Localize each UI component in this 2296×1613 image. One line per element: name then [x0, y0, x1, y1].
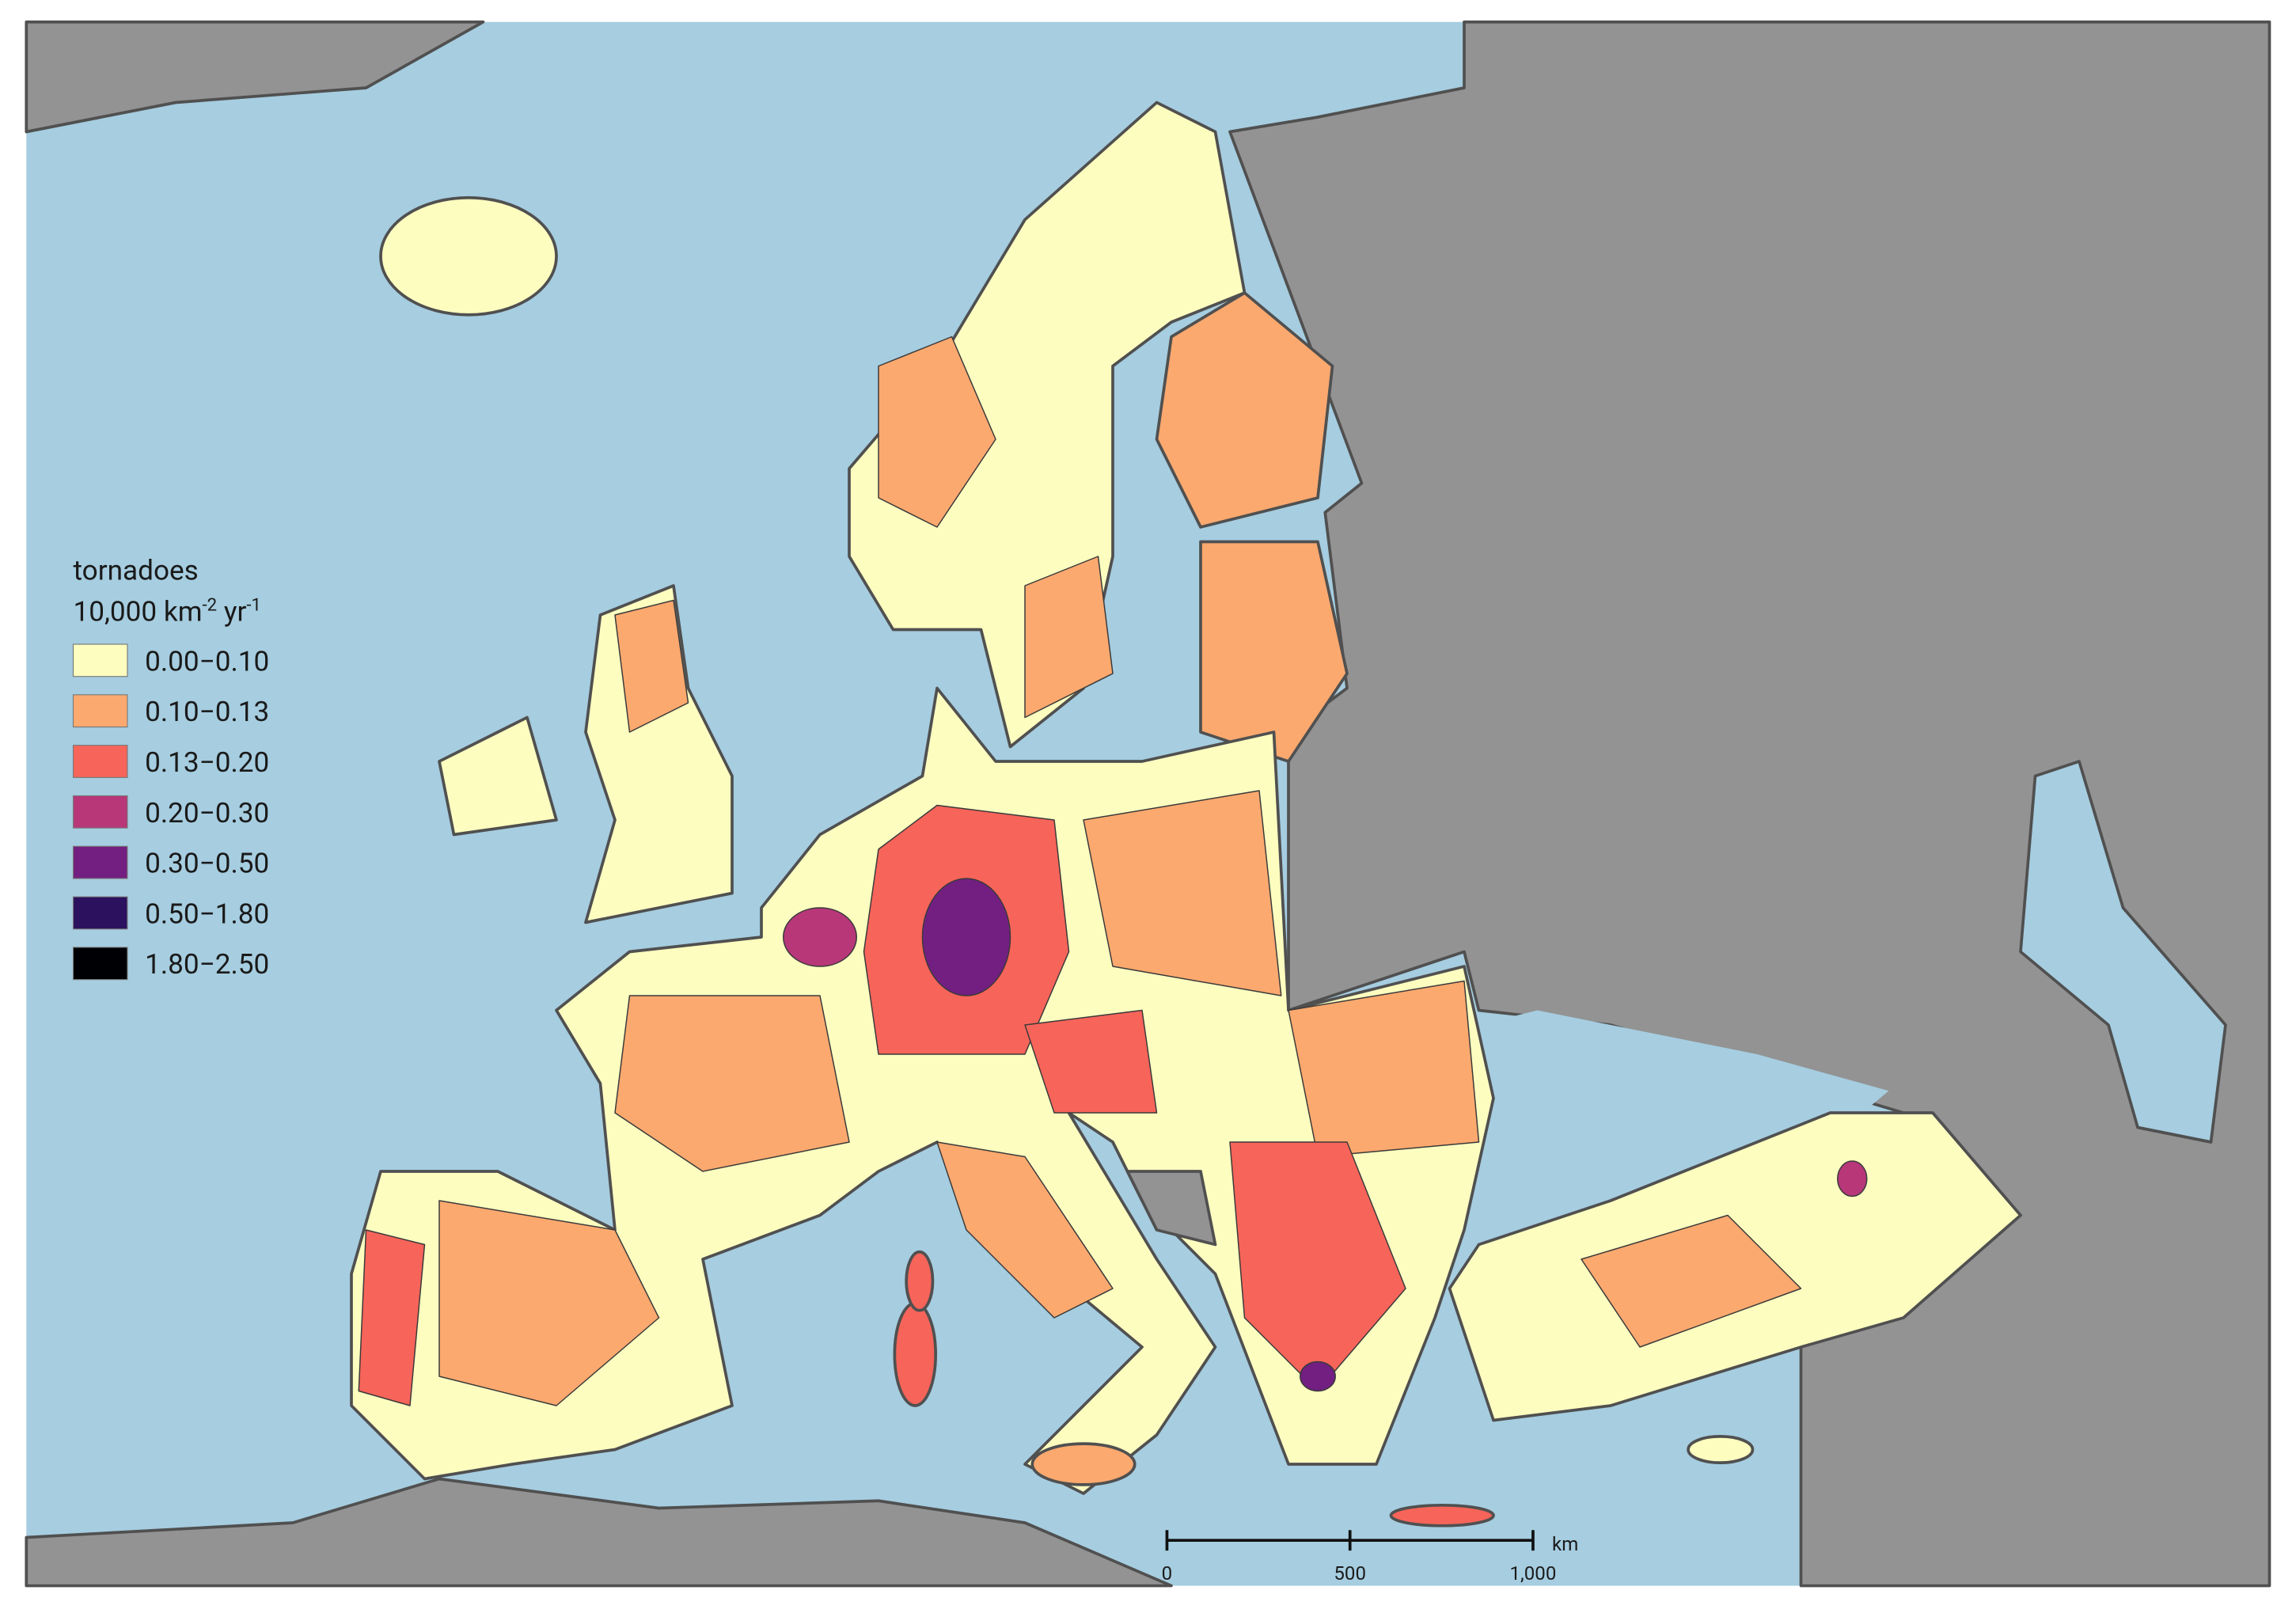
region — [614, 995, 850, 1172]
region — [1837, 1160, 1868, 1197]
north-africa — [25, 1477, 1173, 1588]
region — [1300, 1361, 1336, 1392]
region — [1229, 1141, 1406, 1392]
map-body: tornadoes 10,000 km-2 yr-1 0.00−0.10 0.10… — [25, 20, 2271, 1588]
regions — [358, 336, 1868, 1406]
sardinia — [893, 1301, 938, 1407]
legend-label: 1.80−2.50 — [145, 947, 269, 981]
region — [358, 1229, 426, 1406]
legend-label: 0.50−1.80 — [145, 897, 269, 930]
unit-exponent: -2 — [203, 594, 218, 615]
finland — [1155, 291, 1334, 529]
caspian-sea — [2019, 760, 2227, 1144]
ireland — [438, 715, 558, 837]
black-sea — [1464, 1010, 1889, 1216]
corsica — [905, 1250, 935, 1312]
scale-tick-label: 0 — [1162, 1562, 1173, 1585]
region — [936, 1141, 1114, 1319]
sicily — [1030, 1442, 1137, 1486]
region — [878, 336, 996, 528]
crete — [1389, 1503, 1495, 1528]
scale-unit: km — [1552, 1533, 1578, 1555]
legend-swatch — [72, 947, 128, 981]
legend-label: 0.00−0.10 — [145, 644, 269, 677]
legend-swatch — [72, 795, 128, 829]
legend-label: 0.20−0.30 — [145, 796, 269, 829]
scale-tick-label: 1,000 — [1510, 1562, 1557, 1585]
unit-part: 10,000 km — [73, 594, 202, 628]
iceland — [379, 195, 558, 317]
scale-tick-label: 500 — [1334, 1562, 1366, 1585]
east-countries — [1228, 20, 2271, 1588]
legend-label: 0.30−0.50 — [145, 847, 269, 880]
legend-swatch — [72, 643, 128, 677]
legend-swatch — [72, 745, 128, 778]
legend-unit: 10,000 km-2 yr-1 — [73, 594, 261, 628]
legend-label: 0.13−0.20 — [145, 746, 269, 779]
legend-swatch — [72, 896, 128, 930]
scale-bar: km 0 500 1,000 — [1162, 1530, 1578, 1585]
region — [1024, 556, 1114, 719]
region — [1288, 980, 1480, 1158]
bosnia — [1125, 1170, 1217, 1247]
legend-title: tornadoes — [73, 554, 198, 587]
region — [921, 878, 1011, 996]
region — [783, 907, 857, 967]
baltics — [1199, 540, 1349, 763]
legend: tornadoes 10,000 km-2 yr-1 0.00−0.10 0.10… — [72, 554, 269, 981]
scandinavia — [848, 101, 1247, 749]
region — [438, 1200, 660, 1406]
legend-label: 0.10−0.13 — [145, 695, 269, 728]
region — [1581, 1214, 1802, 1348]
unit-part: yr — [217, 594, 246, 628]
legend-swatch — [72, 845, 128, 879]
greenland — [25, 20, 485, 134]
cyprus — [1687, 1435, 1755, 1465]
region — [1083, 790, 1282, 996]
legend-swatch — [72, 694, 128, 728]
region — [614, 599, 689, 733]
unit-exponent: -1 — [246, 594, 261, 615]
region — [1024, 1009, 1158, 1114]
